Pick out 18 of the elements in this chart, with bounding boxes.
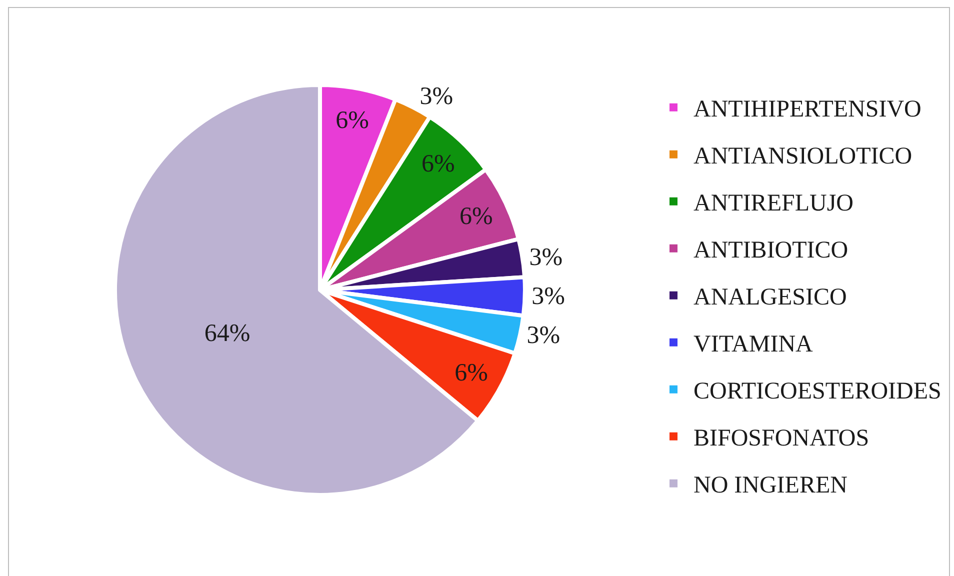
legend-label: BIFOSFONATOS	[693, 426, 870, 452]
legend-label: CORTICOESTEROIDES	[693, 378, 942, 405]
legend-label: ANTIHIPERTENSIVO	[693, 96, 922, 123]
legend-label: ANTIREFLUJO	[693, 190, 854, 217]
legend-label: ANTIANSIOLOTICO	[693, 144, 912, 170]
data-label: 3%	[526, 322, 560, 349]
legend-label: NO INGIEREN	[693, 472, 848, 499]
data-label: 6%	[454, 360, 488, 387]
legend-label: ANTIBIOTICO	[693, 238, 848, 264]
legend-label: ANALGESICO	[693, 284, 847, 311]
legend-label: VITAMINA	[693, 332, 814, 358]
data-label: 6%	[460, 203, 493, 230]
data-label: 64%	[204, 320, 250, 348]
data-label: 3%	[532, 282, 565, 310]
data-label: 3%	[529, 244, 563, 272]
data-label: 3%	[420, 83, 454, 110]
data-label: 6%	[421, 150, 455, 178]
data-label: 6%	[336, 106, 369, 134]
